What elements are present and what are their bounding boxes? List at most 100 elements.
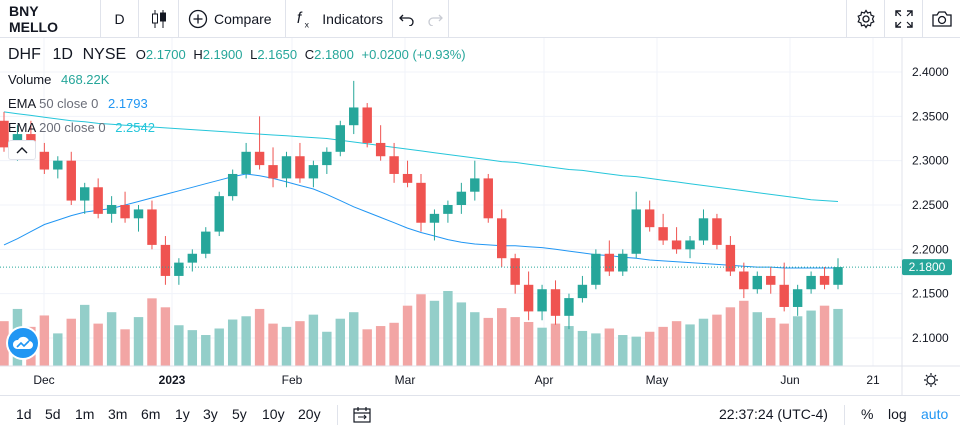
volume-bar — [712, 314, 722, 366]
candle — [53, 156, 63, 179]
candle — [160, 236, 171, 285]
clock[interactable]: 22:37:24 (UTC-4) — [719, 406, 828, 422]
volume-bar — [133, 317, 144, 366]
candle — [362, 103, 372, 148]
candle — [537, 284, 547, 321]
range-1d[interactable]: 1d — [16, 406, 32, 422]
legend-ema200-row[interactable]: EMA 200 close 0 2.2542 — [8, 120, 155, 135]
candle-body — [39, 151, 50, 170]
compare-label: Compare — [214, 10, 272, 27]
legend-volume-value: 468.22K — [61, 72, 110, 87]
candle-body — [698, 218, 709, 241]
volume-bar — [53, 333, 63, 366]
candle — [564, 293, 574, 330]
range-5y[interactable]: 5y — [232, 406, 247, 422]
grid — [0, 38, 902, 366]
candle — [349, 80, 359, 135]
brand-logo[interactable] — [8, 328, 38, 358]
legend-low-value: 2.1650 — [257, 47, 298, 62]
candle — [510, 253, 520, 294]
candle-body — [456, 191, 467, 205]
redo-button[interactable] — [421, 0, 449, 37]
candle-body — [335, 125, 345, 152]
candle — [497, 209, 507, 268]
volume-bar — [349, 312, 359, 366]
time-tick-label: Mar — [395, 373, 416, 387]
percent-scale-toggle[interactable]: % — [861, 406, 874, 422]
compare-button[interactable]: Compare — [179, 0, 286, 37]
candle-body — [53, 160, 63, 170]
range-1y[interactable]: 1y — [175, 406, 190, 422]
candle — [147, 200, 157, 250]
volume-bar — [308, 314, 319, 366]
interval-button[interactable]: D — [101, 0, 139, 37]
legend-close-label: C — [304, 47, 315, 62]
undo-button[interactable] — [393, 0, 421, 37]
volume-bar — [819, 305, 830, 366]
time-axis-settings-button[interactable] — [924, 373, 938, 387]
candle-body — [106, 205, 117, 214]
volume-bar — [39, 315, 50, 366]
time-axis[interactable]: Dec 2023 Feb Mar Apr May Jun 21 — [33, 373, 880, 387]
symbol-search-button[interactable]: BNY MELLO — [0, 0, 101, 37]
volume-bar — [322, 331, 332, 366]
price-axis[interactable]: 2.4000 2.3500 2.3000 2.2500 2.2000 2.1500 2.10… — [912, 65, 949, 345]
time-tick-label: May — [646, 373, 669, 387]
volume-bar — [201, 335, 211, 366]
candle-body — [779, 284, 789, 307]
volume-bar — [93, 323, 103, 366]
candle-body — [618, 253, 628, 272]
settings-button[interactable] — [846, 0, 884, 37]
volume-bar — [833, 308, 843, 366]
candle-body — [160, 244, 171, 276]
range-20y[interactable]: 20y — [298, 406, 321, 422]
legend-volume-label: Volume — [8, 72, 52, 87]
volume-bar — [497, 308, 507, 366]
range-10y[interactable]: 10y — [262, 406, 285, 422]
volume-bar — [779, 323, 789, 366]
range-3m[interactable]: 3m — [108, 406, 128, 422]
candle-body — [725, 244, 736, 272]
candle — [241, 142, 251, 179]
time-tick-label: Jun — [780, 373, 799, 387]
date-range-button[interactable] — [352, 406, 372, 427]
price-chart[interactable]: 2.4000 2.3500 2.3000 2.2500 2.2000 2.1500 2.10… — [0, 38, 960, 395]
range-5d[interactable]: 5d — [45, 406, 61, 422]
range-3y[interactable]: 3y — [203, 406, 218, 422]
log-scale-toggle[interactable]: log — [888, 406, 907, 422]
candle — [725, 236, 736, 276]
volume-bar — [375, 326, 386, 366]
candle-body — [308, 165, 319, 179]
legend-volume-row[interactable]: Volume 468.22K — [8, 72, 109, 87]
candle-body — [712, 218, 722, 245]
last-price-badge: 2.1800 — [902, 259, 952, 276]
divider — [337, 405, 338, 425]
candle-body — [819, 275, 830, 285]
chart-area[interactable]: 2.4000 2.3500 2.3000 2.2500 2.2000 2.1500 2.10… — [0, 38, 960, 395]
candle — [470, 160, 480, 201]
screenshot-button[interactable] — [922, 0, 960, 37]
volume-bar — [739, 300, 749, 366]
volume-bar — [254, 308, 265, 366]
fullscreen-button[interactable] — [884, 0, 922, 37]
candle-body — [806, 275, 816, 290]
candle-body — [201, 231, 211, 254]
candle-body — [322, 151, 332, 166]
candle — [429, 209, 440, 241]
legend-collapse-button[interactable] — [8, 140, 36, 160]
candle-body — [93, 187, 103, 214]
indicators-button[interactable]: f x Indicators — [286, 0, 393, 37]
candle — [671, 227, 682, 254]
svg-text:f: f — [297, 9, 303, 26]
range-1m[interactable]: 1m — [75, 406, 95, 422]
candle — [214, 191, 224, 237]
legend-exchange: NYSE — [82, 46, 127, 63]
chart-type-button[interactable] — [139, 0, 179, 37]
candle — [618, 249, 628, 276]
range-6m[interactable]: 6m — [141, 406, 161, 422]
legend-ema50-row[interactable]: EMA 50 close 0 2.1793 — [8, 96, 148, 111]
candle-body — [241, 151, 251, 174]
auto-scale-toggle[interactable]: auto — [921, 406, 949, 422]
legend-ema200-label: EMA — [8, 120, 36, 135]
candle-body — [402, 173, 413, 183]
